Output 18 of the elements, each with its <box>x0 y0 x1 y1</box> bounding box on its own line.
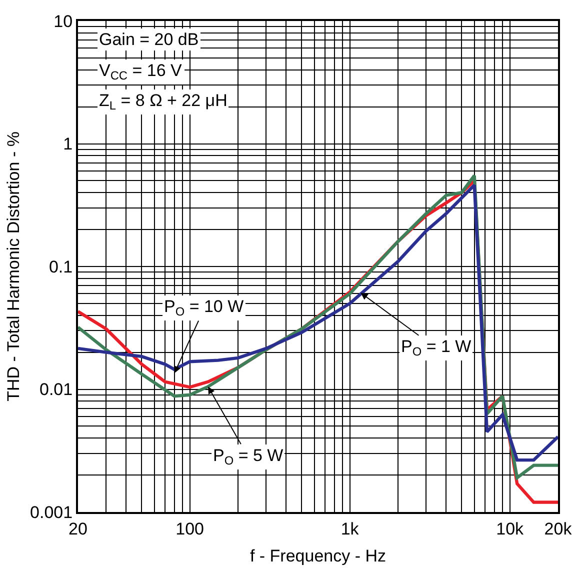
x-tick-label: 1k <box>340 519 360 538</box>
y-tick-label: 0.01 <box>40 380 73 400</box>
x-tick-label: 20k <box>544 519 572 538</box>
annotation: P$_{O}$ = 5 W <box>213 446 284 468</box>
annotation: Z$_{L}$ = 8 Ω + 22 μH <box>99 91 228 113</box>
x-tick-label: 20 <box>68 519 88 538</box>
y-tick-label: 1 <box>63 134 73 154</box>
y-tick-label: 0.001 <box>30 502 73 522</box>
y-tick-label: 0.1 <box>48 257 73 276</box>
annotation: V$_{CC}$ = 16 V <box>99 61 183 83</box>
annotation: P$_{O}$ = 1 W <box>401 337 472 359</box>
y-tick-label: 10 <box>54 12 73 31</box>
x-axis-title: f - Frequency - Hz <box>250 546 386 566</box>
annotation: P$_{O}$ = 10 W <box>164 297 244 319</box>
annotation: Gain = 20 dB <box>99 30 199 49</box>
y-axis-title: THD - Total Harmonic Distortion - % <box>4 132 24 402</box>
x-tick-label: 100 <box>176 519 204 538</box>
x-tick-label: 10k <box>496 519 524 538</box>
